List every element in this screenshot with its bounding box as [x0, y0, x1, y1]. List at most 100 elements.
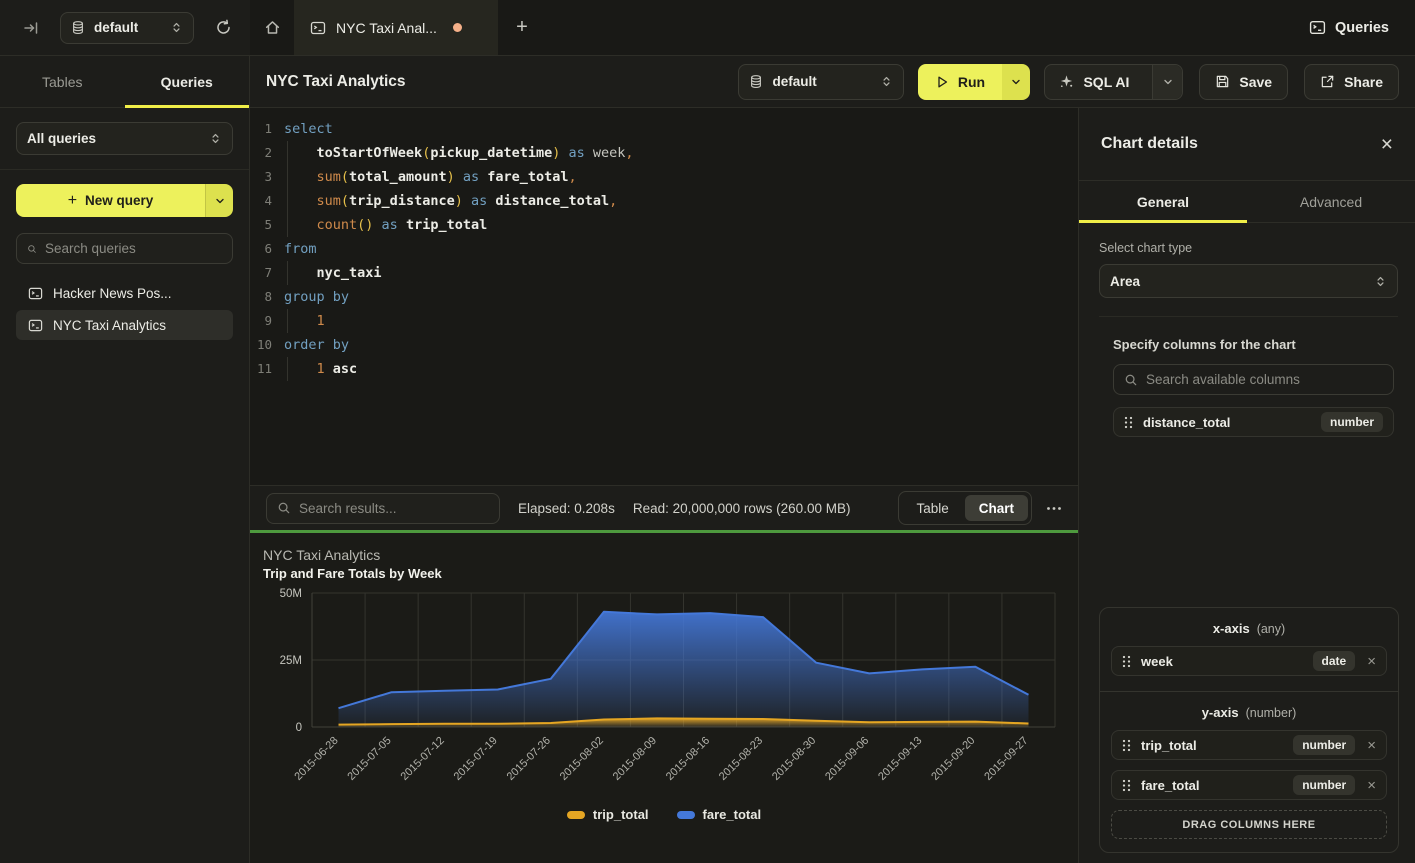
share-button[interactable]: Share	[1304, 63, 1399, 100]
queries-menu-button[interactable]: Queries	[1309, 19, 1389, 36]
sql-editor[interactable]: 1 select 2 toStartOfWeek(pickup_datetime) …	[250, 108, 1078, 485]
svg-text:2015-06-28: 2015-06-28	[292, 735, 340, 783]
database-icon	[73, 21, 83, 35]
run-button[interactable]: Run	[918, 63, 1031, 100]
run-dropdown-button[interactable]	[1002, 63, 1031, 100]
new-query-button[interactable]: + New query	[16, 184, 233, 217]
svg-text:2015-07-19: 2015-07-19	[452, 735, 500, 783]
sidebar-body: All queries + New query Hacker News Pos.…	[0, 108, 249, 354]
refresh-button[interactable]	[210, 15, 236, 41]
column-row[interactable]: week date ×	[1111, 646, 1387, 676]
close-panel-button[interactable]: ×	[1380, 132, 1393, 156]
tab-advanced[interactable]: Advanced	[1299, 193, 1363, 210]
drag-handle-icon[interactable]	[1124, 416, 1133, 429]
indent-guide	[287, 165, 288, 189]
sidebar-tab-tables[interactable]: Tables	[42, 73, 83, 90]
columns-search[interactable]	[1113, 364, 1394, 395]
view-toggle-table[interactable]: Table	[916, 500, 949, 516]
code-text: order by	[284, 337, 350, 353]
query-filter-value: All queries	[27, 131, 97, 146]
code-line[interactable]: 8 group by	[250, 285, 1078, 309]
svg-text:25M: 25M	[280, 655, 302, 667]
remove-column-button[interactable]: ×	[1367, 652, 1376, 670]
code-line[interactable]: 10 order by	[250, 333, 1078, 357]
sidebar-tab-queries[interactable]: Queries	[124, 56, 250, 108]
svg-text:2015-09-06: 2015-09-06	[823, 735, 871, 783]
column-row[interactable]: distance_total number	[1113, 407, 1394, 437]
code-line[interactable]: 2 toStartOfWeek(pickup_datetime) as week…	[250, 141, 1078, 165]
view-toggle-chart[interactable]: Chart	[964, 495, 1028, 521]
columns-search-input[interactable]	[1146, 372, 1383, 387]
code-line[interactable]: 9 1	[250, 309, 1078, 333]
chevron-updown-icon	[883, 76, 891, 87]
drag-columns-dropzone[interactable]: DRAG COLUMNS HERE	[1111, 810, 1387, 839]
svg-text:2015-08-30: 2015-08-30	[770, 735, 818, 783]
sql-ai-dropdown-button[interactable]	[1152, 64, 1183, 99]
topbar-database-select[interactable]: default	[60, 11, 194, 44]
drag-handle-icon[interactable]	[1122, 655, 1131, 668]
chart-pane: NYC Taxi Analytics Trip and Fare Totals …	[250, 533, 1078, 863]
toolbar-database-select[interactable]: default	[738, 63, 905, 100]
results-more-button[interactable]	[1046, 506, 1062, 511]
search-icon	[28, 244, 36, 253]
code-line[interactable]: 7 nyc_taxi	[250, 261, 1078, 285]
indent-guide	[287, 261, 288, 285]
code-line[interactable]: 5 count() as trip_total	[250, 213, 1078, 237]
topbar-database-value: default	[94, 20, 139, 35]
new-tab-button[interactable]: +	[516, 16, 528, 38]
chart-legend: trip_total fare_total	[250, 807, 1078, 822]
code-line[interactable]: 6 from	[250, 237, 1078, 261]
new-query-dropdown-button[interactable]	[205, 184, 233, 217]
drag-handle-icon[interactable]	[1122, 779, 1131, 792]
tab-general[interactable]: General	[1079, 181, 1247, 223]
column-row[interactable]: trip_total number ×	[1111, 730, 1387, 760]
code-text: sum(total_amount) as fare_total,	[284, 165, 577, 189]
chart-type-select[interactable]: Area	[1099, 264, 1398, 298]
line-number: 6	[264, 241, 272, 256]
code-line[interactable]: 1 select	[250, 117, 1078, 141]
chart-subtitle: Trip and Fare Totals by Week	[263, 566, 442, 581]
results-search[interactable]	[266, 492, 500, 524]
remove-column-button[interactable]: ×	[1367, 776, 1376, 794]
code-line[interactable]: 4 sum(trip_distance) as distance_total,	[250, 189, 1078, 213]
svg-text:2015-08-16: 2015-08-16	[664, 735, 712, 783]
chart-details-tabs: General Advanced	[1079, 181, 1415, 223]
line-number: 8	[264, 289, 272, 304]
chevron-updown-icon	[173, 22, 180, 33]
sql-ai-button[interactable]: SQL AI	[1044, 63, 1184, 100]
line-number: 11	[256, 361, 272, 376]
column-row[interactable]: fare_total number ×	[1111, 770, 1387, 800]
tab-strip: NYC Taxi Anal... + Queries	[250, 0, 1415, 55]
code-line[interactable]: 3 sum(total_amount) as fare_total,	[250, 165, 1078, 189]
save-button[interactable]: Save	[1199, 63, 1289, 100]
collapse-sidebar-button[interactable]	[18, 15, 44, 41]
legend-swatch	[676, 810, 695, 819]
panel-divider	[1099, 316, 1398, 317]
drag-handle-icon[interactable]	[1122, 739, 1131, 752]
line-number: 1	[264, 121, 272, 136]
share-icon	[1321, 75, 1334, 88]
tab-nyc-taxi-analytics[interactable]: NYC Taxi Anal...	[294, 0, 498, 55]
main-header: NYC Taxi Analytics default Run SQL AI	[250, 56, 1415, 108]
legend-item[interactable]: trip_total	[566, 807, 649, 822]
new-query-label: New query	[85, 193, 154, 208]
home-tab-button[interactable]	[250, 0, 294, 55]
legend-item[interactable]: fare_total	[676, 807, 761, 822]
chart-details-title: Chart details	[1101, 135, 1198, 152]
sidebar-query-item[interactable]: NYC Taxi Analytics	[16, 310, 233, 340]
query-search-input[interactable]	[45, 241, 222, 256]
query-search[interactable]	[16, 233, 233, 264]
remove-column-button[interactable]: ×	[1367, 736, 1376, 754]
results-search-input[interactable]	[299, 500, 489, 516]
code-line[interactable]: 11 1 asc	[250, 357, 1078, 381]
sidebar-query-item[interactable]: Hacker News Pos...	[16, 278, 233, 308]
indent-guide	[287, 189, 288, 213]
query-filter-select[interactable]: All queries	[16, 122, 233, 155]
y-axis-section: y-axis (number) trip_total number × fare_to…	[1100, 692, 1398, 852]
topbar: default NYC Taxi Anal... + Queries	[0, 0, 1415, 56]
read-stat: Read: 20,000,000 rows (260.00 MB)	[632, 500, 851, 516]
sidebar-divider	[0, 169, 249, 170]
chart-type-value: Area	[1110, 273, 1141, 289]
svg-text:2015-07-05: 2015-07-05	[345, 735, 393, 783]
